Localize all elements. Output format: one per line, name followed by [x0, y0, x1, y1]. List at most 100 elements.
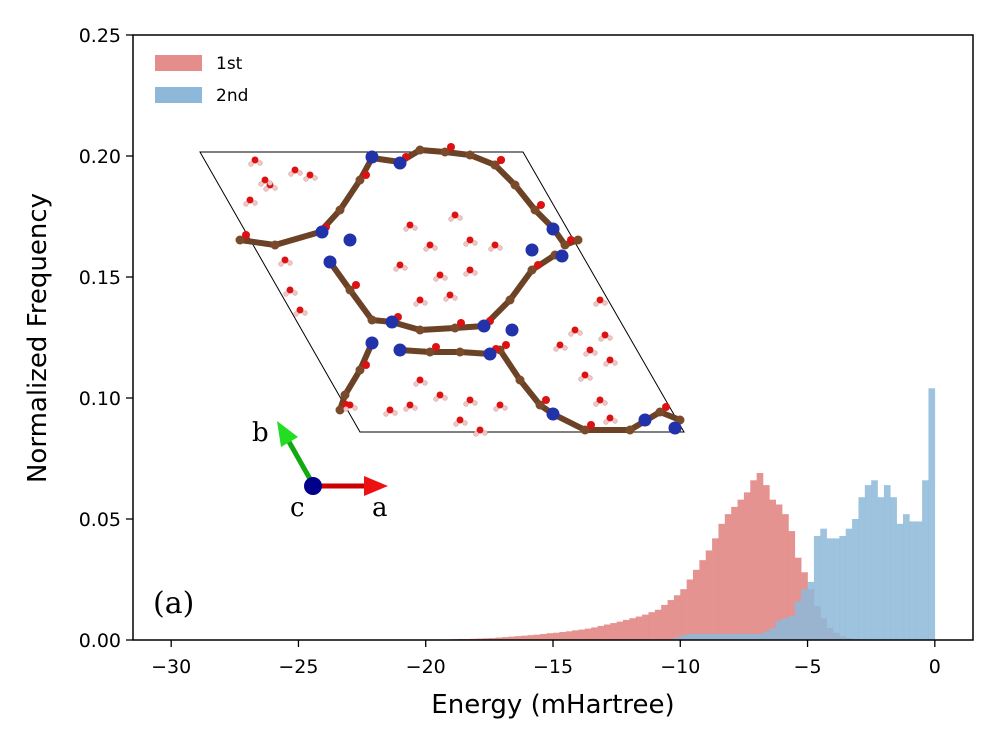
water-hydrogen [258, 181, 264, 187]
bar-1st-17 [559, 632, 567, 640]
bar-1st-11 [521, 635, 528, 640]
bar-1st-47 [750, 480, 757, 640]
water-oxygen [386, 406, 394, 414]
bar-2nd-27 [845, 528, 853, 640]
axis-b-label: b [252, 418, 269, 448]
bar-2nd-7 [718, 633, 726, 640]
water-oxygen [446, 291, 454, 299]
water-hydrogen [287, 260, 293, 266]
water-hydrogen [568, 331, 574, 337]
water-oxygen [406, 401, 414, 409]
y-tick-label: 0.15 [79, 267, 121, 289]
water-hydrogen [448, 216, 454, 222]
metal-atom [477, 319, 491, 333]
water-oxygen [451, 211, 459, 219]
y-tick-label: 0.10 [79, 388, 121, 410]
bar-1st-9 [508, 636, 516, 640]
water-hydrogen [457, 215, 463, 221]
oxygen-atom [542, 396, 550, 404]
water-hydrogen [432, 245, 438, 251]
metal-atom [385, 315, 399, 329]
water-hydrogen [392, 410, 398, 416]
water-oxygen [476, 426, 484, 434]
carbon-atom [270, 240, 280, 250]
x-tick-label: −20 [406, 656, 446, 678]
y-axis-ticks: 0.00 0.05 0.10 0.15 0.20 0.25 [79, 25, 133, 652]
panel-label: (a) [153, 586, 194, 621]
water-hydrogen [602, 300, 608, 306]
water-hydrogen [603, 419, 609, 425]
carbon-atom [450, 323, 460, 333]
x-tick-label: −10 [660, 656, 700, 678]
water-hydrogen [592, 350, 598, 356]
water-hydrogen [413, 381, 419, 387]
water-oxygen [556, 341, 564, 349]
x-axis-label: Energy (mHartree) [431, 690, 674, 720]
water-hydrogen [587, 375, 593, 381]
water-hydrogen [423, 246, 429, 252]
water-hydrogen [472, 400, 478, 406]
metal-atom [315, 225, 329, 239]
water-oxygen [436, 271, 444, 279]
oxygen-atom [502, 341, 510, 349]
framework-chain [337, 340, 375, 413]
bar-1st-32 [654, 609, 662, 640]
bar-1st-13 [533, 634, 541, 640]
water-oxygen [586, 346, 594, 354]
bar-2nd-38 [915, 521, 923, 640]
x-tick-label: −30 [151, 656, 191, 678]
bar-1st-40 [705, 550, 713, 640]
framework-chain [492, 162, 581, 248]
water-hydrogen [612, 418, 618, 424]
metal-atom [555, 249, 569, 263]
bar-2nd-3 [693, 633, 700, 640]
water-hydrogen [463, 241, 469, 247]
water-hydrogen [433, 276, 439, 282]
carbon-atom [415, 145, 425, 155]
water-hydrogen [473, 431, 479, 437]
x-tick-label: 0 [929, 656, 941, 678]
bar-1st-19 [572, 630, 579, 640]
water-oxygen [466, 236, 474, 244]
bar-2nd-0 [673, 637, 681, 640]
water-hydrogen [402, 265, 408, 271]
axis-a-arrowhead [364, 476, 388, 496]
bar-1st-18 [565, 631, 573, 640]
water-oxygen [436, 391, 444, 399]
bar-1st-10 [514, 636, 522, 640]
water-oxygen [426, 241, 434, 249]
bar-1st-16 [553, 632, 560, 640]
water-oxygen [596, 396, 604, 404]
water-hydrogen [343, 406, 349, 412]
water-hydrogen [593, 301, 599, 307]
water-hydrogen [602, 400, 608, 406]
carbon-atom [510, 180, 520, 190]
bar-1st-27 [623, 619, 630, 640]
water-oxygen [606, 414, 614, 422]
water-hydrogen [452, 295, 458, 301]
oxygen-atom [447, 143, 455, 151]
bar-2nd-28 [852, 519, 859, 640]
bar-2nd-1 [680, 635, 687, 640]
bar-2nd-13 [756, 633, 764, 640]
bar-1st-49 [763, 485, 770, 640]
bar-1st-15 [546, 633, 554, 640]
bar-2nd-35 [896, 523, 904, 640]
water-oxygen [286, 286, 294, 294]
bar-2nd-33 [883, 485, 891, 640]
bar-1st-52 [782, 514, 789, 640]
metal-atom [365, 150, 379, 164]
framework-atoms [235, 143, 685, 435]
bar-2nd-25 [833, 538, 840, 640]
water-hydrogen [433, 396, 439, 402]
water-hydrogen [257, 160, 263, 166]
crystal-structure-inset [199, 143, 685, 437]
bar-1st-50 [769, 499, 777, 640]
water-hydrogen [292, 290, 298, 296]
carbon-atom [367, 315, 377, 325]
bar-1st-43 [724, 514, 732, 640]
carbon-atom [335, 405, 345, 415]
water-oxygen [416, 376, 424, 384]
water-hydrogen [443, 296, 449, 302]
axes-triad: a b c [252, 418, 388, 523]
